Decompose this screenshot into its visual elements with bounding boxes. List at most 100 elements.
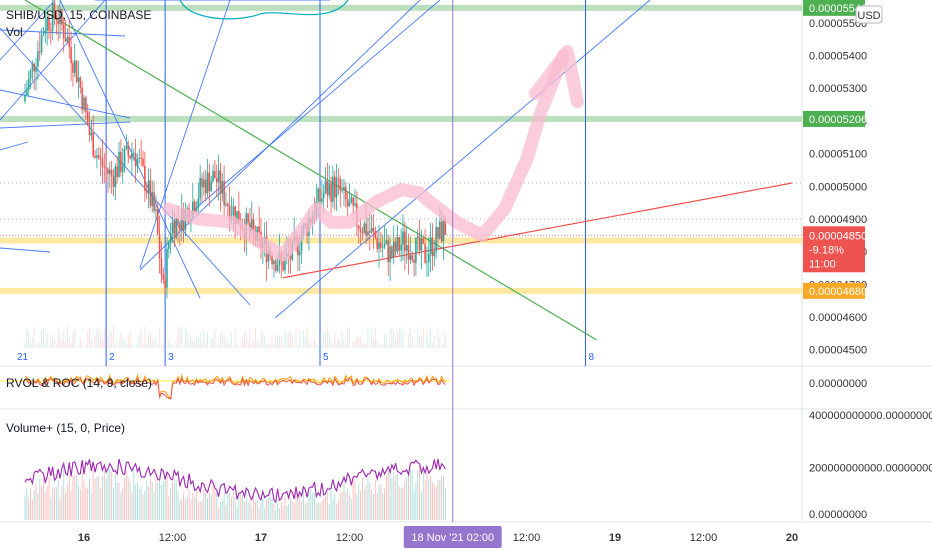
candle-body-210 xyxy=(411,255,413,260)
candle-body-14 xyxy=(50,30,52,32)
candle-body-193 xyxy=(380,242,382,248)
candle-body-168 xyxy=(333,176,336,198)
candle-body-149 xyxy=(298,250,301,256)
candle-body-208 xyxy=(407,245,410,260)
candle-body-6 xyxy=(35,66,37,72)
time-tick-label-2: 12:00 xyxy=(159,532,187,544)
candle-body-59 xyxy=(132,153,135,154)
candle-body-141 xyxy=(284,257,286,271)
level-band-1 xyxy=(0,4,802,11)
candle-body-177 xyxy=(350,197,353,202)
wave-label-3: 3 xyxy=(168,352,174,363)
blue-tool-line-10 xyxy=(139,0,421,271)
candle-body-219 xyxy=(427,253,430,262)
candle-body-185 xyxy=(365,223,367,236)
candle-body-116 xyxy=(238,211,240,224)
candle-body-98 xyxy=(204,179,207,194)
candle-body-61 xyxy=(136,159,139,167)
candle-body-140 xyxy=(282,260,284,271)
blue-tool-line-11 xyxy=(274,0,651,319)
time-tick-label-7: 20 xyxy=(786,532,798,544)
last-price-label: 0.00004850 xyxy=(809,230,867,242)
candle-body-8 xyxy=(38,51,41,53)
price-axis[interactable]: 0.000056000.000055000.000054000.00005300… xyxy=(803,0,932,521)
candle-body-115 xyxy=(236,211,238,224)
vol-legend[interactable]: Vol xyxy=(6,25,23,39)
candle-body-49 xyxy=(114,166,117,187)
time-axis[interactable]: 16 12:00 17 12:00 19 12:00 20 12:00 18 Nov '21 0… xyxy=(78,526,798,548)
pink-arrow-stroke xyxy=(162,49,570,262)
rvol-line xyxy=(24,373,446,399)
trend-line-1 xyxy=(24,0,597,341)
chart-title[interactable]: SHIB/USD, 15, COINBASE xyxy=(6,8,151,22)
candle-body-226 xyxy=(440,221,443,242)
candle-body-212 xyxy=(415,238,417,263)
candle-body-82 xyxy=(175,218,177,239)
currency-button[interactable]: USD xyxy=(855,5,883,24)
candle-body-110 xyxy=(227,203,229,206)
last-price-tag-bg xyxy=(803,226,865,273)
candle-body-66 xyxy=(145,190,148,193)
candle-body-220 xyxy=(429,237,432,254)
candle-body-103 xyxy=(214,170,216,179)
candle-body-169 xyxy=(335,178,338,198)
candle-body-190 xyxy=(374,231,377,238)
volplus-legend[interactable]: Volume+ (15, 0, Price) xyxy=(6,421,125,435)
candle-body-173 xyxy=(343,186,345,191)
pink-arrow xyxy=(162,45,584,262)
candle-body-16 xyxy=(53,2,56,17)
blue-tool-line-7 xyxy=(0,0,56,61)
roc-line xyxy=(24,376,446,400)
candle-body-77 xyxy=(166,248,168,288)
wave-label-1: 21 xyxy=(17,352,29,363)
level-band-2 xyxy=(0,115,802,122)
candle-body-214 xyxy=(418,236,421,251)
candle-body-54 xyxy=(123,148,126,166)
candle-body-20 xyxy=(61,9,63,25)
candle-body-195 xyxy=(383,244,386,248)
candle-body-19 xyxy=(59,9,61,25)
candle-body-51 xyxy=(118,152,120,178)
candle-body-71 xyxy=(155,209,157,211)
candle-body-211 xyxy=(413,259,415,263)
price-tick-label-3: 0.00005400 xyxy=(809,51,867,63)
price-tick-label-12: 0.00004500 xyxy=(809,345,867,357)
candle-body-166 xyxy=(330,183,332,202)
candle-body-198 xyxy=(389,246,391,263)
candle-body-181 xyxy=(357,225,360,229)
price-tick-label-7: 0.00005000 xyxy=(809,181,867,193)
price-tick-label-2: 0.00005500 xyxy=(809,18,867,30)
candle-body-46 xyxy=(109,169,111,174)
candle-body-123 xyxy=(250,219,253,231)
candle-body-206 xyxy=(404,231,406,251)
candle-body-135 xyxy=(273,260,275,265)
candle-body-52 xyxy=(120,152,122,173)
candle-body-213 xyxy=(416,236,419,239)
candle-body-31 xyxy=(81,87,83,110)
teal-ellipse xyxy=(179,0,349,20)
candle-body-78 xyxy=(168,242,170,249)
level-tag-bg-2 xyxy=(803,110,865,127)
candle-body-127 xyxy=(258,226,260,233)
price-tick-label-8: 0.00004900 xyxy=(809,214,867,226)
rvol-legend[interactable]: RVOL & ROC (14, 9, close) xyxy=(6,376,152,390)
volume-pane xyxy=(24,458,446,520)
candle-body-64 xyxy=(142,158,144,166)
candle-body-10 xyxy=(42,33,45,35)
candle-body-83 xyxy=(177,218,179,224)
candle-body-164 xyxy=(326,180,329,196)
candle-body-93 xyxy=(195,207,198,212)
candle-body-12 xyxy=(46,18,48,31)
candle-body-75 xyxy=(162,274,165,280)
candle-body-30 xyxy=(79,77,82,88)
candle-body-36 xyxy=(90,132,93,136)
candle-body-102 xyxy=(212,170,214,182)
candle-body-187 xyxy=(368,231,371,233)
candle-body-106 xyxy=(219,170,222,194)
candle-body-132 xyxy=(267,250,270,262)
wave-label-4: 5 xyxy=(323,352,329,363)
candle-body-172 xyxy=(341,190,343,191)
candle-body-73 xyxy=(158,233,161,259)
